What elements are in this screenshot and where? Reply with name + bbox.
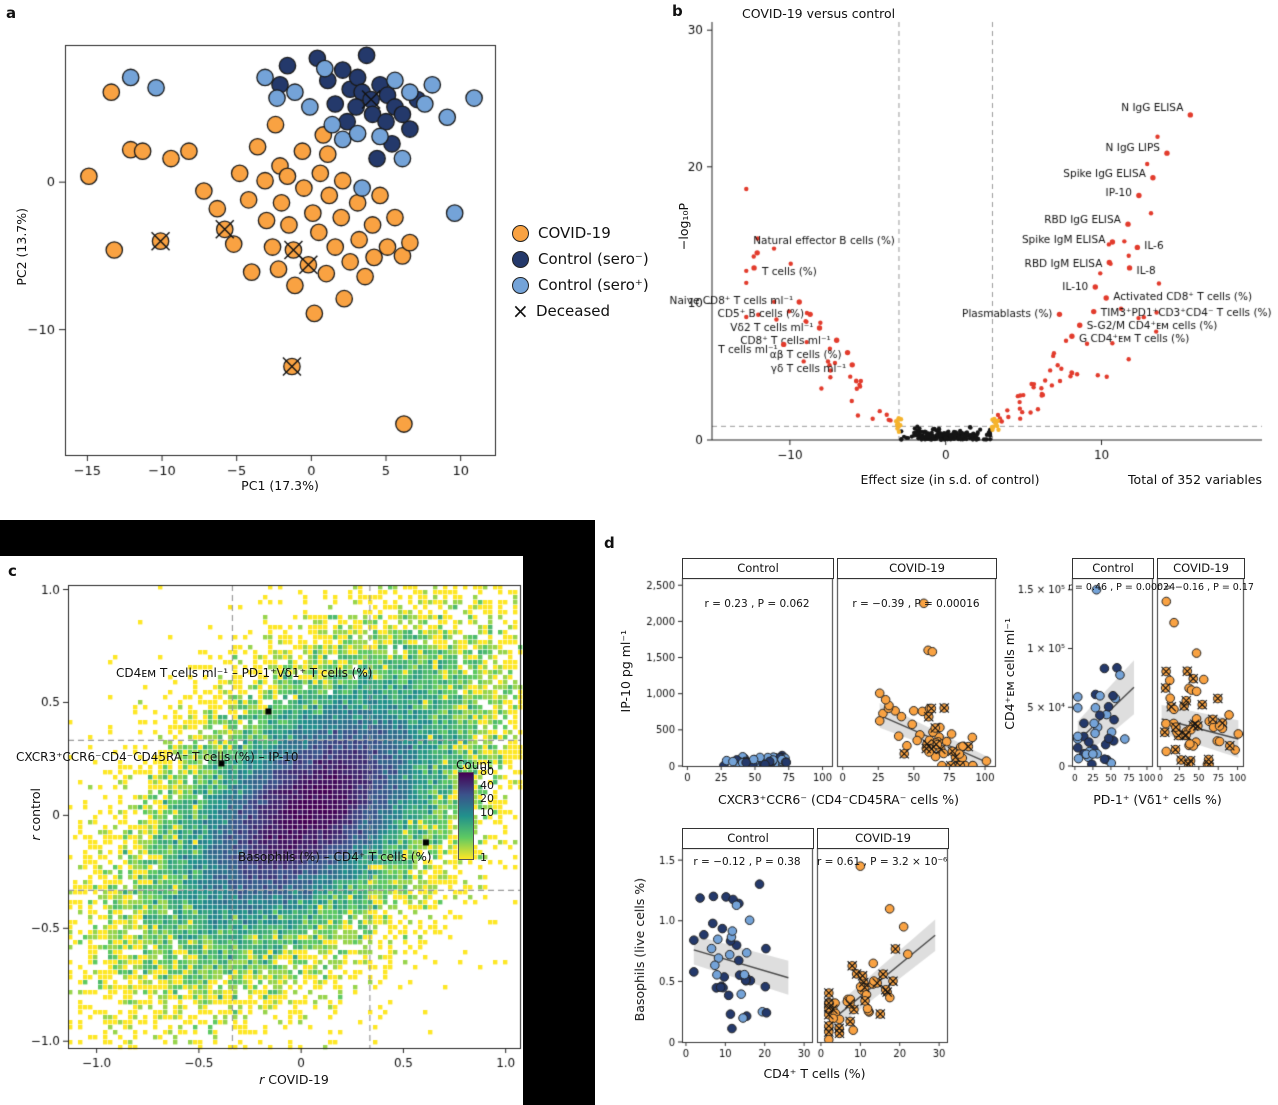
- covid-legend-marker: [512, 224, 529, 242]
- colorbar-title: Count: [456, 758, 492, 772]
- panel-a-legend: COVID-19 Control (sero⁻) Control (sero⁺)…: [512, 220, 649, 324]
- stats-ip10-control: r = 0.23 , P = 0.062: [704, 598, 810, 610]
- stats-basophils-covid: r = 0.61 , P = 3.2 × 10⁻⁶: [817, 856, 948, 868]
- annotation-cxcr3-ip10: CXCR3⁺CCR6⁻CD4⁻CD45RA⁻ T cells (%) – IP-…: [16, 750, 299, 764]
- facet-header-control: Control: [682, 558, 834, 579]
- panel-c-x-label-text: COVID-19: [268, 1072, 329, 1087]
- facet-header-control: Control: [682, 828, 814, 849]
- stats-cd4em-control: r = 0.46 , P = 0.00024: [1068, 582, 1176, 593]
- panel-c-y-axis-label: r control: [28, 788, 43, 840]
- facet-header-covid: COVID-19: [1157, 558, 1245, 579]
- colorbar-tick-label: 1: [480, 851, 487, 864]
- facet-header-control: Control: [1072, 558, 1154, 579]
- panel-b-y-axis-label: −log₁₀P: [676, 203, 691, 251]
- panel-b-variables-note: Total of 352 variables: [1128, 472, 1262, 487]
- panel-a-y-axis-label: PC2 (13.7%): [14, 208, 29, 286]
- legend-item-label: COVID-19: [538, 224, 611, 242]
- facet-header-covid: COVID-19: [837, 558, 997, 579]
- stats-basophils-control: r = −0.12 , P = 0.38: [693, 856, 801, 868]
- panel-a-x-axis-label: PC1 (17.3%): [241, 478, 319, 493]
- panel-b-x-axis-label: Effect size (in s.d. of control): [860, 472, 1040, 487]
- panel-c-letter: c: [8, 562, 17, 580]
- deceased-x-icon: ×: [512, 298, 529, 323]
- legend-item-deceased: × Deceased: [512, 298, 649, 324]
- legend-item-label: Control (sero⁻): [538, 250, 649, 268]
- ip10-y-axis-label: IP-10 pg ml⁻¹: [618, 630, 633, 713]
- stats-cd4em-covid: r = −0.16 , P = 0.17: [1157, 582, 1254, 593]
- cd4-x-axis-label: CD4⁺ T cells (%): [763, 1066, 866, 1081]
- stats-ip10-covid: r = −0.39 , P = 0.00016: [852, 598, 980, 610]
- panel-a-letter: a: [6, 4, 17, 22]
- panel-b-title: COVID-19 versus control: [742, 6, 896, 21]
- panel-c-y-label-text: control: [28, 788, 43, 832]
- annotation-basophils-cd4: Basophils (%) – CD4⁺ T cells (%): [238, 850, 432, 864]
- panel-b-letter: b: [672, 2, 683, 20]
- legend-item-label: Deceased: [536, 302, 611, 320]
- legend-item-label: Control (sero⁺): [538, 276, 649, 294]
- facet-header-covid: COVID-19: [817, 828, 949, 849]
- colorbar-tick-label: 20: [480, 792, 494, 806]
- basophils-y-axis-label: Basophils (live cells %): [632, 878, 647, 1022]
- colorbar-tick-label: 40: [480, 778, 494, 792]
- panel-c-x-label-r: r: [259, 1072, 265, 1087]
- sero-pos-legend-marker: [512, 276, 529, 294]
- panel-d-letter: d: [604, 534, 615, 552]
- count-colorbar: Count 80 40 20 10 1: [456, 754, 516, 864]
- ip10-x-axis-label: CXCR3⁺CCR6⁻ (CD4⁻CD45RA⁻ cells %): [717, 792, 960, 807]
- colorbar-tick-label: 80: [480, 765, 494, 778]
- colorbar-tick-label: 10: [480, 805, 494, 819]
- legend-item-sero-pos: Control (sero⁺): [512, 272, 649, 298]
- panel-c-x-axis-label: r COVID-19: [68, 1072, 520, 1087]
- legend-item-sero-neg: Control (sero⁻): [512, 246, 649, 272]
- legend-item-covid: COVID-19: [512, 220, 649, 246]
- panel-c-y-label-r: r: [28, 835, 43, 841]
- colorbar-gradient: [458, 772, 474, 860]
- pd1-x-axis-label: PD-1⁺ (Vδ1⁺ cells %): [1093, 792, 1222, 807]
- sero-neg-legend-marker: [512, 250, 529, 268]
- annotation-cd4em-pd1: CD4ᴇᴍ T cells ml⁻¹ – PD-1⁺Vδ1⁺ T cells (…: [116, 666, 373, 680]
- cd4em-y-axis-label: CD4⁺ᴇᴍ cells ml⁻¹: [1002, 618, 1017, 730]
